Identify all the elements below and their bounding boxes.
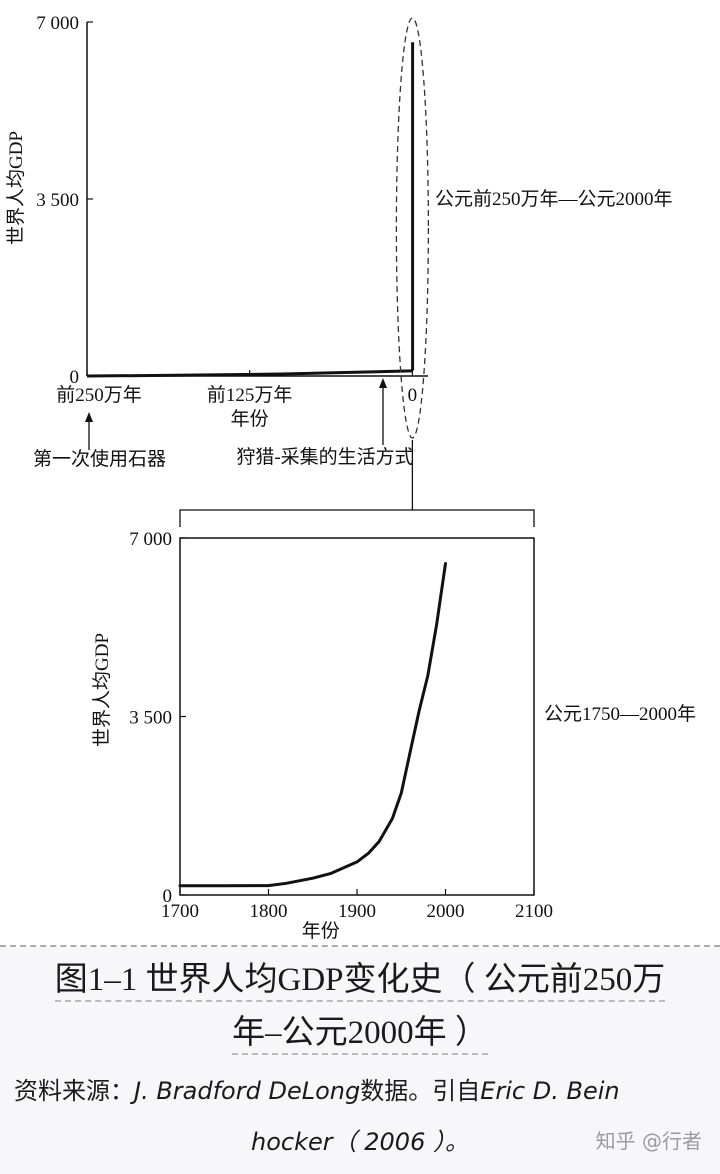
caption-line-1: 图1–1 世界人均GDP变化史（ 公元前250万 xyxy=(8,950,712,1010)
separator xyxy=(0,945,720,947)
chart2-y-axis-title: 世界人均GDP xyxy=(91,633,113,747)
chart2-range-label: 公元1750—2000年 xyxy=(544,703,696,725)
chart1-arrow-left-head xyxy=(85,412,93,422)
source-line-1: 资料来源：J. Bradford DeLong数据。引自Eric D. Bein xyxy=(14,1077,620,1105)
chart1-arrow-left-label: 第一次使用石器 xyxy=(33,448,166,470)
chart2-x-axis-title: 年份 xyxy=(302,920,340,942)
chart1-x-tick-label: 0 xyxy=(408,385,418,406)
chart2-y-tick-label: 7 000 xyxy=(129,529,172,550)
chart1-range-label: 公元前250万年—公元2000年 xyxy=(435,188,673,210)
chart1-x-tick-label: 前125万年 xyxy=(207,384,293,406)
chart1-arrow-right-head xyxy=(379,378,387,388)
chart1-x-tick-label: 前250万年 xyxy=(56,384,142,406)
chart2-x-tick-label: 1900 xyxy=(338,901,376,922)
chart1-x-axis-title: 年份 xyxy=(231,408,269,430)
caption-line-2: 年–公元2000年 ） xyxy=(8,1003,712,1063)
chart2-series-line xyxy=(178,562,447,888)
chart1-y-tick-label: 7 000 xyxy=(36,13,79,34)
caption-area xyxy=(0,947,720,1174)
chart2-y-tick-label: 0 xyxy=(163,886,173,907)
chart1-y-axis-title: 世界人均GDP xyxy=(5,131,27,245)
chart1-y-tick-label: 0 xyxy=(70,367,80,388)
chart2-x-tick-label: 1700 xyxy=(161,901,199,922)
chart2-x-tick-label: 2000 xyxy=(427,901,465,922)
chart1-highlight-ellipse xyxy=(395,17,430,439)
chart1-y-tick-label: 3 500 xyxy=(36,190,79,211)
watermark: 知乎 @行者 xyxy=(595,1129,702,1153)
chart2-x-tick-label: 1800 xyxy=(250,901,288,922)
chart2-y-tick-label: 3 500 xyxy=(129,708,172,729)
chart2-x-tick-label: 2100 xyxy=(515,901,553,922)
chart1-arrow-right-label: 狩猎-采集的生活方式 xyxy=(236,446,413,468)
zoom-bracket xyxy=(179,509,535,527)
chart1-series-line xyxy=(86,42,415,378)
chart2-frame xyxy=(179,537,535,896)
source-line-2: hocker（ 2006 ）。 xyxy=(251,1128,469,1156)
